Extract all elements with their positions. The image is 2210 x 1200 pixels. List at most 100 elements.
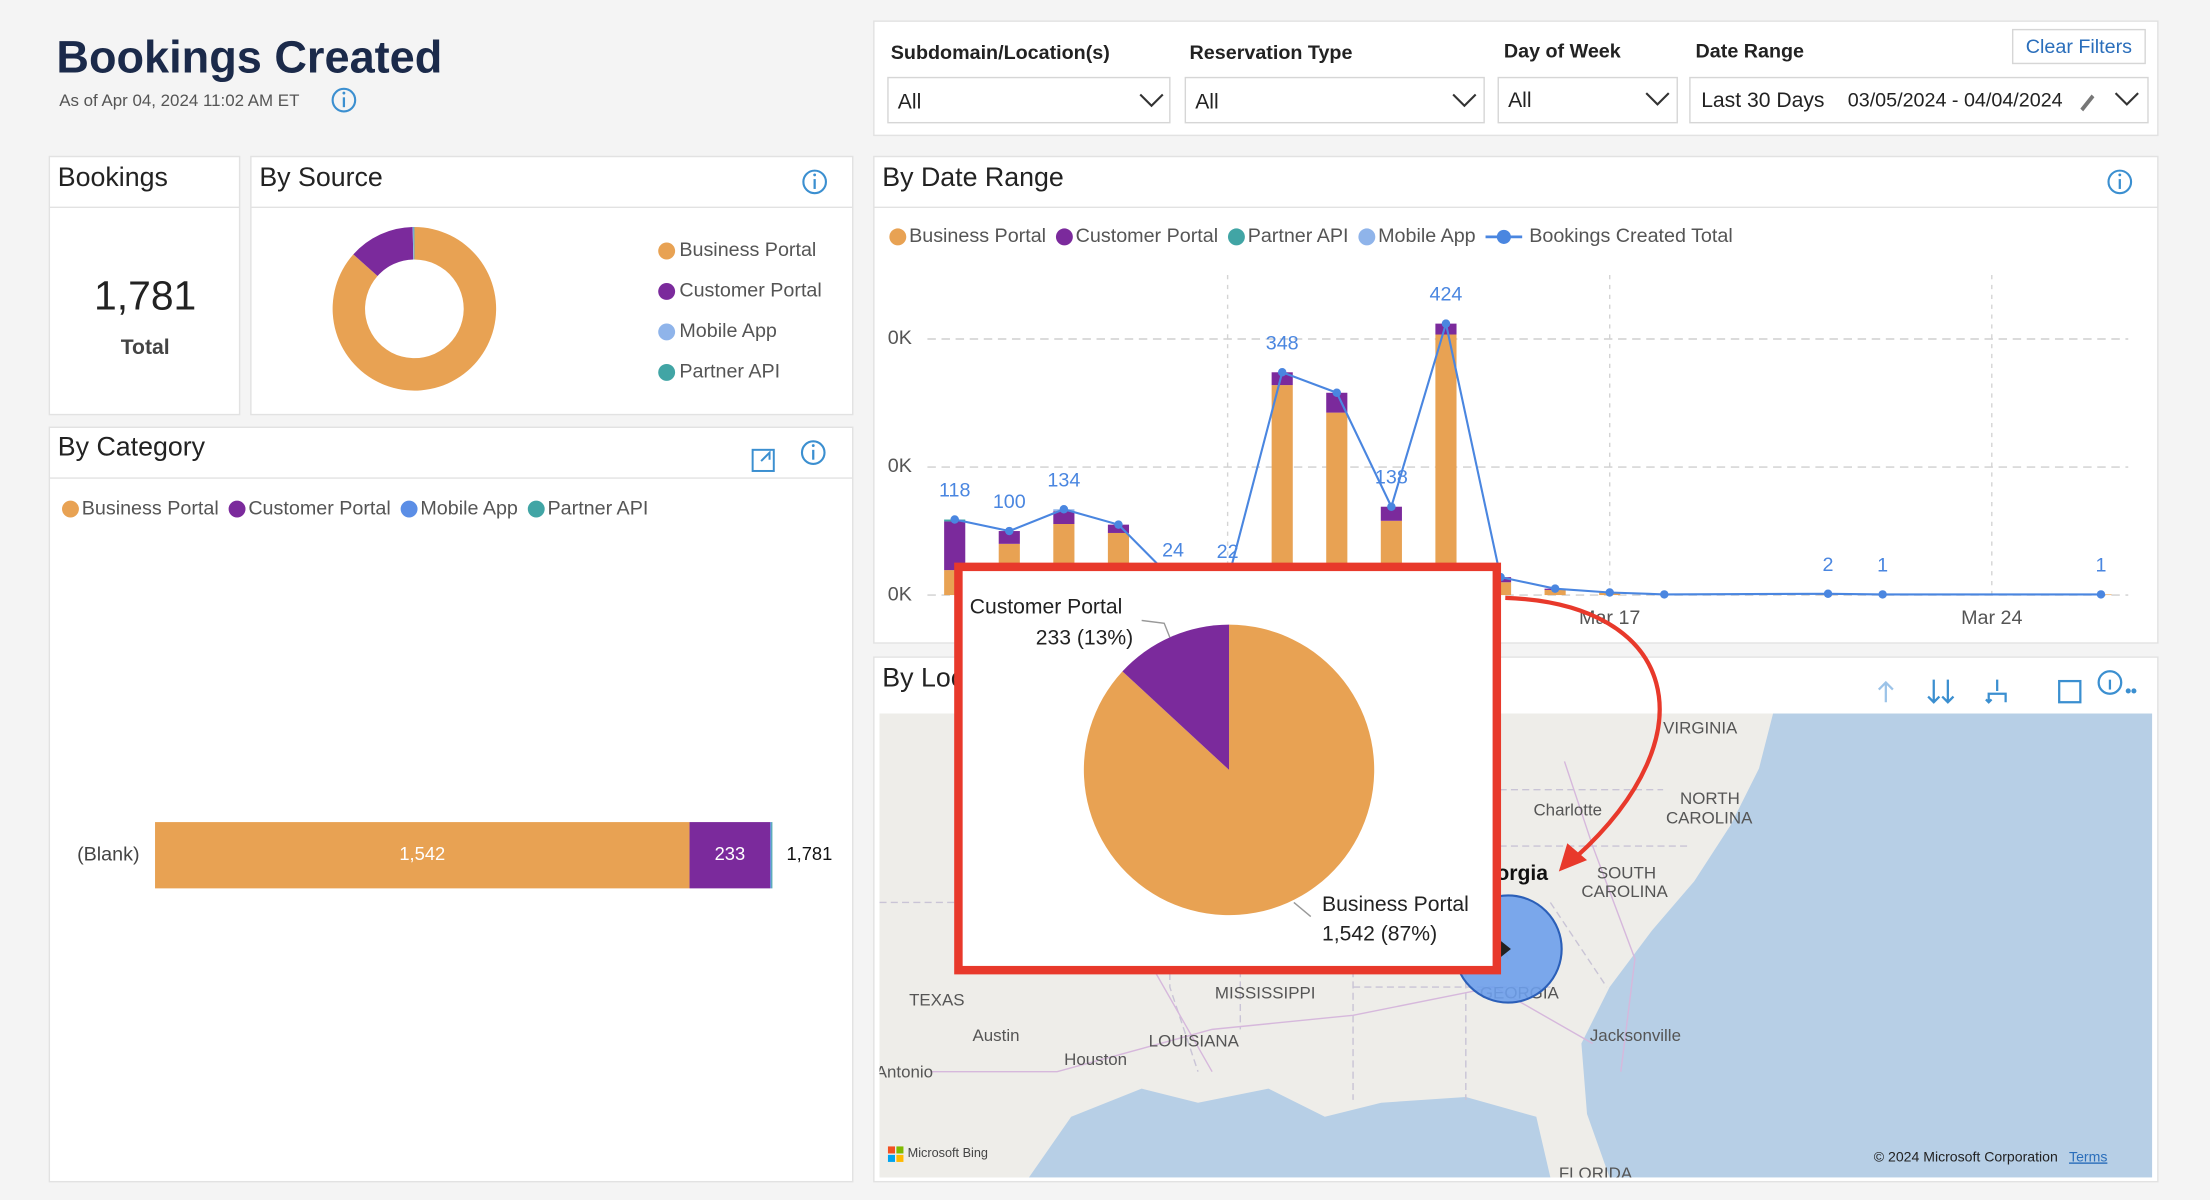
- bar-segment: [1271, 385, 1293, 596]
- dropdown[interactable]: All: [887, 76, 1171, 124]
- x-tick-label: Mar 17: [1579, 607, 1640, 629]
- map-attribution: Microsoft Bing: [908, 1146, 988, 1160]
- map-label: FLORIDA: [1559, 1164, 1633, 1183]
- map-toolbar[interactable]: [1877, 670, 2137, 704]
- y-tick-label: 0K: [888, 583, 912, 605]
- legend-marker: [527, 500, 545, 518]
- line-marker: [1114, 520, 1123, 529]
- legend-label: Customer Portal: [1076, 225, 1218, 247]
- slice: [1083, 624, 1375, 916]
- data-label: 24: [1162, 540, 1184, 562]
- legend-label: Customer Portal: [679, 280, 821, 302]
- bar-segment: [155, 822, 690, 889]
- y-tick-label: 0K: [888, 455, 912, 477]
- bar-segment: [1326, 412, 1348, 596]
- map-label: NORTH: [1680, 789, 1740, 808]
- line-marker: [1823, 589, 1833, 599]
- bar-segment: [770, 822, 772, 889]
- data-label: 134: [1047, 469, 1080, 491]
- bar-segment: [944, 521, 966, 571]
- slice-value: 1,542 (87%): [1322, 922, 1437, 945]
- line-marker: [1605, 588, 1614, 597]
- slice: [353, 227, 414, 276]
- kpi-label: Total: [121, 336, 170, 359]
- info-icon[interactable]: [802, 169, 827, 195]
- dropdown-value: Last 30 Days: [1701, 89, 1824, 112]
- legend-label: Partner API: [548, 497, 649, 519]
- legend-label: Mobile App: [1378, 225, 1476, 247]
- legend-marker: [658, 323, 676, 341]
- filter-label: Date Range: [1696, 40, 1804, 62]
- dropdown[interactable]: Last 30 Days 03/05/2024 - 04/04/2024: [1689, 76, 2149, 124]
- legend-label: Business Portal: [82, 497, 219, 519]
- map-label: Charlotte: [1533, 800, 1602, 819]
- annotation-arrow: [1505, 595, 1662, 872]
- slice: [1122, 624, 1230, 770]
- date-range-value: 03/05/2024 - 04/04/2024: [1848, 90, 2063, 112]
- legend-marker: [228, 500, 246, 518]
- panel-title: By Category: [58, 431, 206, 461]
- line-marker: [1878, 590, 1887, 599]
- kpi-panel: [48, 155, 241, 416]
- slice-label: Business Portal: [1322, 893, 1469, 916]
- legend-marker: [658, 283, 676, 300]
- slice: [413, 227, 415, 260]
- legend-marker: [658, 242, 676, 260]
- dropdown[interactable]: All: [1184, 76, 1485, 124]
- line-marker: [2096, 590, 2106, 599]
- filter-label: Day of Week: [1504, 40, 1621, 62]
- slice-label: Customer Portal: [970, 595, 1123, 618]
- panel-title: By Date Range: [882, 162, 1063, 192]
- slice: [332, 227, 497, 391]
- panel-title: By Source: [259, 162, 382, 192]
- filter-label: Reservation Type: [1190, 42, 1353, 64]
- kpi-value: 1,781: [94, 273, 196, 319]
- panel: [48, 426, 854, 1183]
- line-marker: [1441, 319, 1451, 328]
- data-label: 2: [1823, 554, 1834, 576]
- slice-value: 233 (13%): [1036, 626, 1133, 649]
- info-icon[interactable]: [800, 440, 826, 465]
- map-label: MISSISSIPPI: [1215, 984, 1316, 1003]
- data-label: 138: [1375, 467, 1408, 489]
- data-label: 348: [1266, 332, 1299, 354]
- line-marker: [1660, 590, 1669, 599]
- bar-segment: [1271, 372, 1293, 386]
- legend-marker: [62, 500, 79, 518]
- expand-icon[interactable]: [751, 448, 775, 472]
- bar-segment: [689, 822, 771, 889]
- bar-segment: [1053, 511, 1075, 525]
- info-icon[interactable]: [2107, 169, 2133, 195]
- charts: Business Portal Customer Portal Mobile App…: [62, 225, 2129, 889]
- map-terms-link[interactable]: Terms: [2069, 1148, 2107, 1164]
- y-tick-label: 0K: [888, 327, 912, 349]
- legend-label: Partner API: [1248, 225, 1349, 247]
- map-label: San Antonio: [842, 1063, 933, 1082]
- line-marker: [1387, 502, 1396, 511]
- slice: [412, 227, 414, 260]
- legend-marker: [658, 363, 676, 381]
- bar-segment: [1435, 334, 1457, 596]
- data-label: 1: [2095, 554, 2106, 576]
- map-label: CAROLINA: [1666, 809, 1753, 828]
- info-icon[interactable]: [331, 87, 357, 113]
- line-marker: [1332, 388, 1342, 397]
- panel-title: Bookings: [58, 162, 168, 192]
- dropdown[interactable]: All: [1497, 76, 1678, 124]
- map-label: SOUTH: [1597, 864, 1656, 883]
- page-title: Bookings Created: [56, 32, 442, 83]
- tooltip: Business Portal 1,542 (87%) Customer Porta…: [954, 562, 1502, 975]
- line-marker: [1005, 526, 1014, 536]
- clear-filters-button[interactable]: Clear Filters: [2011, 28, 2146, 65]
- map-label: Austin: [973, 1026, 1020, 1045]
- dropdown-value: All: [1508, 89, 1531, 112]
- leader-line: [1141, 619, 1171, 638]
- legend-label: Bookings Created Total: [1529, 225, 1732, 247]
- legend-marker: [1496, 229, 1511, 244]
- category-label: (Blank): [77, 843, 139, 865]
- edit-icon: [2080, 94, 2095, 112]
- legend-label: Mobile App: [420, 497, 518, 519]
- map-label: CAROLINA: [1581, 882, 1668, 901]
- bar-segment: [1326, 392, 1348, 413]
- page-subtitle: As of Apr 04, 2024 11:02 AM ET: [59, 91, 299, 110]
